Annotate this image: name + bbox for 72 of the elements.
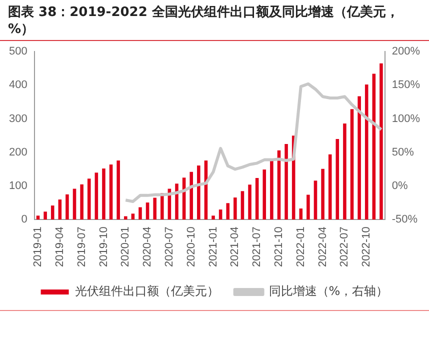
- bar: [358, 96, 361, 220]
- bar: [284, 144, 288, 220]
- x-tick-label: 2020-07: [163, 226, 176, 268]
- bar: [109, 164, 113, 220]
- x-tick-label: 2021-10: [273, 226, 286, 268]
- y2-tick-label: 200%: [392, 46, 420, 58]
- bar: [321, 168, 324, 220]
- x-tick-label: 2019-10: [98, 226, 110, 268]
- y2-tick-label: 0%: [392, 180, 408, 192]
- x-tick-label: 2022-10: [360, 226, 373, 268]
- x-tick-label: 2021-04: [229, 226, 242, 268]
- y-tick-label: 100: [8, 180, 28, 192]
- bar: [314, 180, 318, 220]
- bar: [50, 206, 54, 220]
- x-tick-label: 2021-07: [251, 226, 264, 268]
- bar: [343, 124, 346, 220]
- bar: [44, 212, 47, 220]
- bar: [336, 138, 340, 220]
- y2-tick-label: 150%: [392, 79, 420, 92]
- bar: [218, 210, 222, 220]
- x-tick-label: 2020-01: [120, 226, 132, 268]
- bar: [102, 168, 106, 220]
- bar: [248, 184, 252, 220]
- bar: [262, 170, 266, 220]
- bar: [131, 214, 135, 220]
- bar: [364, 84, 368, 220]
- y-tick-label: 0: [21, 214, 28, 226]
- x-tick-label: 2021-01: [207, 226, 220, 268]
- x-tick-label: 2022-04: [316, 226, 329, 268]
- bar: [175, 184, 178, 220]
- bar: [72, 188, 76, 220]
- bar: [270, 160, 274, 220]
- bar: [212, 216, 215, 220]
- y2-tick-label: -50%: [392, 214, 418, 226]
- bar: [328, 154, 332, 220]
- bar: [299, 208, 303, 220]
- bar: [116, 160, 120, 220]
- x-tick-label: 2020-04: [142, 226, 154, 268]
- bar: [138, 207, 142, 220]
- x-tick-label: 2019-01: [32, 226, 44, 268]
- bar: [36, 216, 40, 220]
- y2-tick-label: 100%: [392, 112, 420, 125]
- bar: [94, 172, 98, 220]
- bar: [380, 63, 383, 220]
- bar: [306, 194, 310, 220]
- bar: [124, 216, 128, 220]
- bar: [240, 191, 244, 220]
- bar: [197, 166, 200, 220]
- bar: [350, 109, 354, 220]
- legend-label: 光伏组件出口额（亿美元）: [74, 284, 219, 298]
- bar: [80, 184, 84, 220]
- bar: [146, 202, 150, 220]
- bar: [190, 172, 193, 220]
- y-tick-label: 300: [8, 112, 28, 125]
- bar: [66, 194, 69, 220]
- y-tick-label: 200: [8, 146, 28, 158]
- bar: [58, 199, 62, 220]
- x-tick-label: 2019-04: [54, 226, 66, 268]
- x-tick-label: 2020-10: [185, 226, 198, 268]
- y2-tick-label: 50%: [392, 146, 414, 158]
- x-tick-label: 2022-01: [294, 226, 307, 268]
- x-tick-label: 2022-07: [338, 226, 351, 268]
- bar: [153, 198, 156, 220]
- bar: [234, 197, 237, 220]
- bar: [87, 178, 91, 220]
- bar: [226, 203, 230, 220]
- chart-title: 图表 38：2019-2022 全国光伏组件出口额及同比增速（亿美元，%）: [8, 4, 400, 38]
- legend-label: 同比增速（%，右轴）: [268, 284, 388, 298]
- bar: [255, 178, 259, 220]
- y-tick-label: 400: [8, 79, 28, 92]
- y-tick-label: 500: [8, 46, 28, 58]
- x-tick-label: 2019-07: [76, 226, 88, 268]
